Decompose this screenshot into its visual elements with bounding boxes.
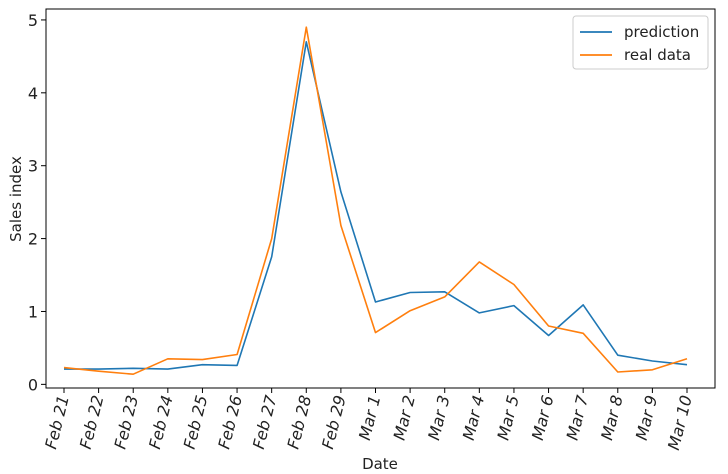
x-tick-label: Feb 27 [249,393,281,451]
y-tick-label: 3 [28,157,38,176]
x-tick-label: Feb 22 [76,393,108,451]
x-tick-label: Feb 21 [41,393,73,451]
y-axis-label: Sales index [7,156,25,242]
y-tick-label: 0 [28,375,38,394]
y-tick-label: 1 [28,302,38,321]
x-tick-label: Mar 4 [459,393,488,442]
x-tick-label: Feb 23 [110,393,142,451]
x-tick-label: Mar 5 [493,393,522,442]
legend-label-prediction: prediction [624,23,699,41]
y-axis: 0 1 2 3 4 5 [28,11,46,394]
series-lines [63,26,688,376]
y-tick-label: 4 [28,84,38,103]
x-tick-label: Feb 24 [145,393,177,451]
x-tick-label: Feb 29 [318,393,350,451]
legend: prediction real data [572,15,709,70]
x-tick-label: Mar 1 [355,393,384,442]
x-tick-label: Mar 3 [424,393,453,442]
x-tick-label: Feb 28 [284,393,316,451]
x-tick-label: Mar 9 [632,393,661,442]
y-tick-label: 2 [28,230,38,249]
x-tick-label: Feb 26 [214,393,246,451]
plot-area [45,8,716,389]
x-tick-label: Mar 7 [563,393,593,442]
series-line-real-data [63,26,688,376]
x-tick-label: Mar 6 [528,393,557,442]
y-tick-label: 5 [28,11,38,30]
x-tick-label: Mar 8 [597,393,626,442]
x-axis: Feb 21 Feb 22 Feb 23 Feb 24 Feb 25 Feb 26 Feb … [41,388,696,452]
series-line-prediction [64,40,688,370]
x-tick-label: Mar 10 [664,393,696,452]
legend-label-real-data: real data [624,46,691,64]
x-axis-label: Date [362,455,398,473]
x-tick-label: Feb 25 [180,393,212,451]
x-tick-label: Mar 2 [390,393,419,442]
